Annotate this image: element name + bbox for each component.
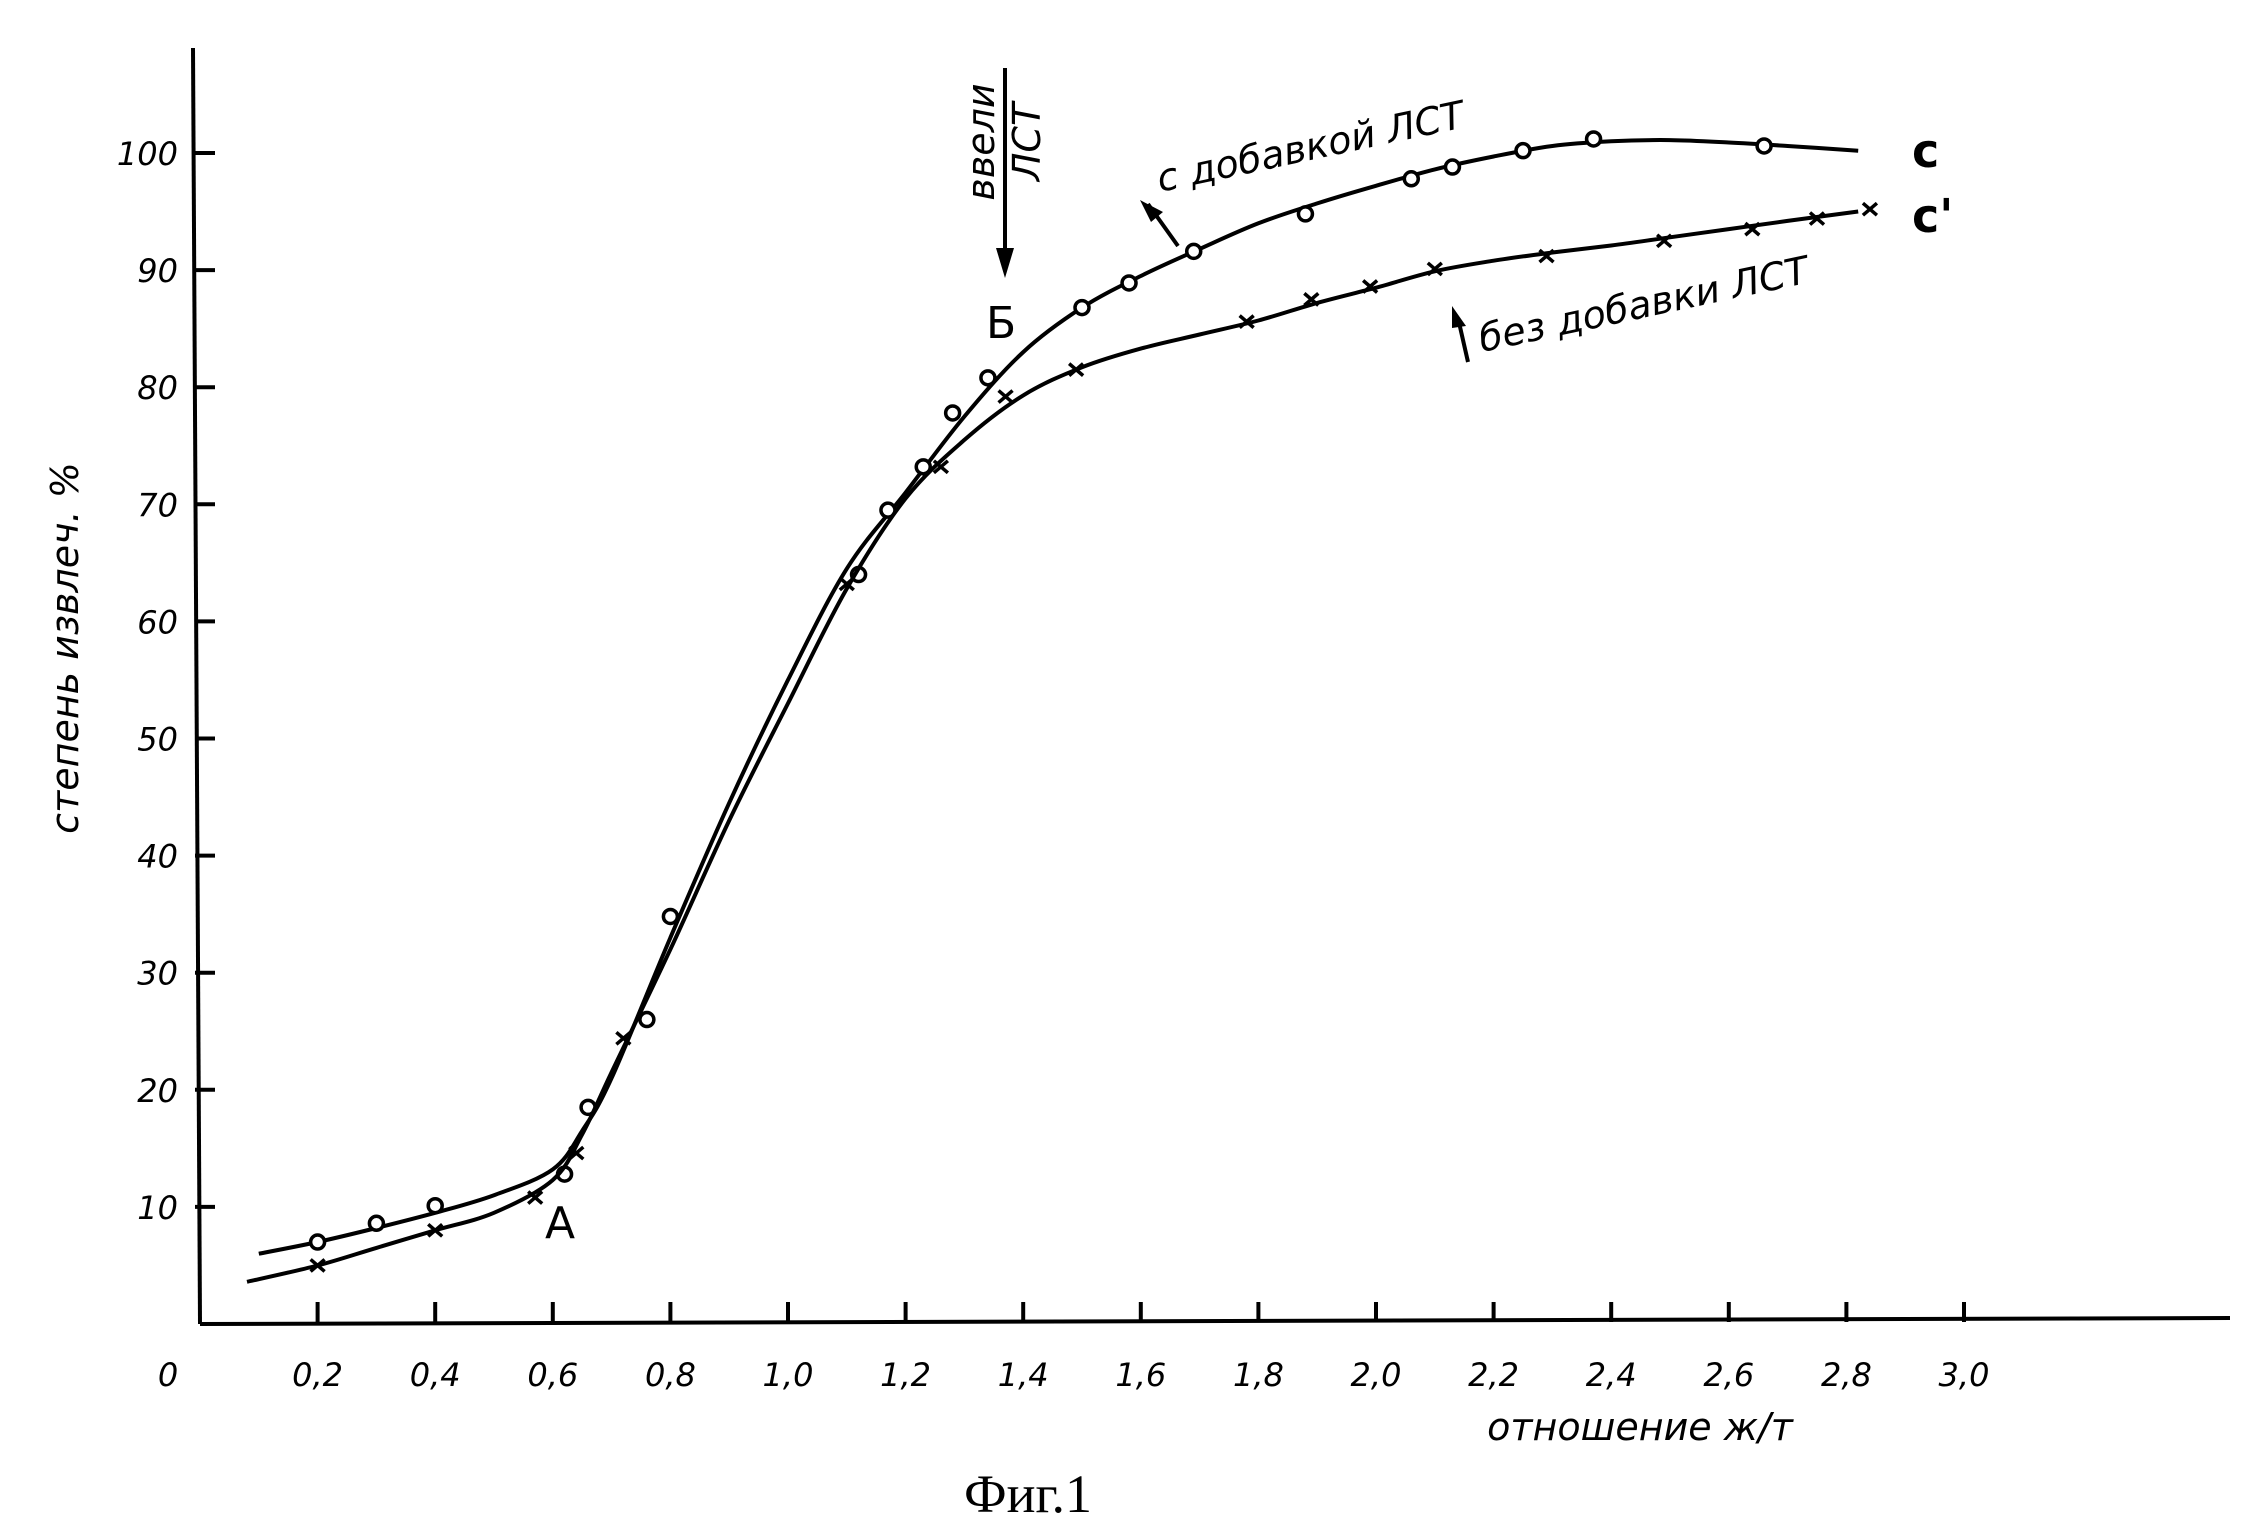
data-point-circle bbox=[640, 1013, 654, 1027]
introduced-arrow-head bbox=[996, 248, 1014, 278]
figure-caption: Фиг.1 bbox=[964, 1464, 1092, 1524]
y-tick-label: 50 bbox=[137, 721, 178, 759]
x-tick-label: 1,0 bbox=[763, 1356, 814, 1394]
y-axis-title: степень извлеч. % bbox=[43, 462, 87, 834]
without-additive-label: без добавки ЛСТ bbox=[1475, 247, 1815, 360]
series-without-additive bbox=[247, 203, 1877, 1282]
x-tick-label: 0,6 bbox=[527, 1356, 578, 1394]
y-axis-line bbox=[193, 48, 200, 1324]
series-line bbox=[247, 212, 1858, 1282]
y-tick-label: 80 bbox=[137, 369, 178, 407]
point-a-label: А bbox=[545, 1198, 575, 1249]
x-tick-label: 0,8 bbox=[645, 1356, 696, 1394]
x-tick-label: 0,4 bbox=[410, 1356, 461, 1394]
with-additive-label: с добавкой ЛСТ bbox=[1153, 92, 1471, 201]
x-axis-ticks: 0 0,2 0,4 0,6 0,8 1,0 1,2 1,4 1,6 1,8 2,0 2,2 2,4 2,6… bbox=[158, 1302, 1990, 1394]
y-tick-label: 30 bbox=[137, 955, 178, 993]
data-point-circle bbox=[1587, 132, 1601, 146]
x-tick-label: 2,4 bbox=[1586, 1356, 1637, 1394]
data-point-circle bbox=[1404, 172, 1418, 186]
introduced-label-line2: ЛСТ bbox=[1005, 100, 1049, 183]
data-point-circle bbox=[1187, 244, 1201, 258]
data-point-circle bbox=[1075, 301, 1089, 315]
y-tick-label: 70 bbox=[137, 486, 178, 524]
x-tick-label: 1,2 bbox=[880, 1356, 931, 1394]
x-tick-label: 2,8 bbox=[1821, 1356, 1872, 1394]
data-point-circle bbox=[1516, 144, 1530, 158]
x-tick-label: 0 bbox=[158, 1356, 178, 1394]
y-tick-label: 40 bbox=[137, 838, 178, 876]
data-point-circle bbox=[981, 371, 995, 385]
data-point-x bbox=[999, 391, 1013, 403]
data-point-circle bbox=[1122, 276, 1136, 290]
x-tick-label: 2,0 bbox=[1351, 1356, 1402, 1394]
x-tick-label: 1,8 bbox=[1233, 1356, 1284, 1394]
without-additive-arrow-head bbox=[1452, 306, 1466, 328]
data-point-circle bbox=[311, 1235, 325, 1249]
point-b-label: Б bbox=[986, 298, 1016, 349]
data-point-circle bbox=[1445, 160, 1459, 174]
x-tick-label: 2,2 bbox=[1468, 1356, 1519, 1394]
x-tick-label: 0,2 bbox=[292, 1356, 343, 1394]
x-axis-title: отношение ж/т bbox=[1487, 1405, 1795, 1449]
data-point-x bbox=[1863, 203, 1877, 215]
introduced-label-line1: ввели bbox=[959, 83, 1003, 200]
x-tick-label: 2,6 bbox=[1703, 1356, 1754, 1394]
data-point-circle bbox=[1298, 207, 1312, 221]
y-tick-label: 20 bbox=[137, 1072, 178, 1110]
y-tick-label: 10 bbox=[137, 1189, 178, 1227]
x-axis-line bbox=[200, 1318, 2230, 1324]
data-point-circle bbox=[663, 909, 677, 923]
y-tick-label: 100 bbox=[117, 135, 178, 173]
y-tick-label: 90 bbox=[137, 252, 178, 290]
x-tick-label: 1,6 bbox=[1115, 1356, 1166, 1394]
x-tick-label: 1,4 bbox=[998, 1356, 1049, 1394]
y-tick-label: 60 bbox=[137, 603, 178, 641]
x-tick-label: 3,0 bbox=[1939, 1356, 1990, 1394]
data-point-circle bbox=[369, 1216, 383, 1230]
curve-end-label-without-additive: c' bbox=[1912, 189, 1953, 243]
curve-end-label-with-additive: c bbox=[1912, 124, 1939, 178]
data-point-circle bbox=[1757, 139, 1771, 153]
data-point-circle bbox=[946, 406, 960, 420]
data-point-circle bbox=[428, 1199, 442, 1213]
